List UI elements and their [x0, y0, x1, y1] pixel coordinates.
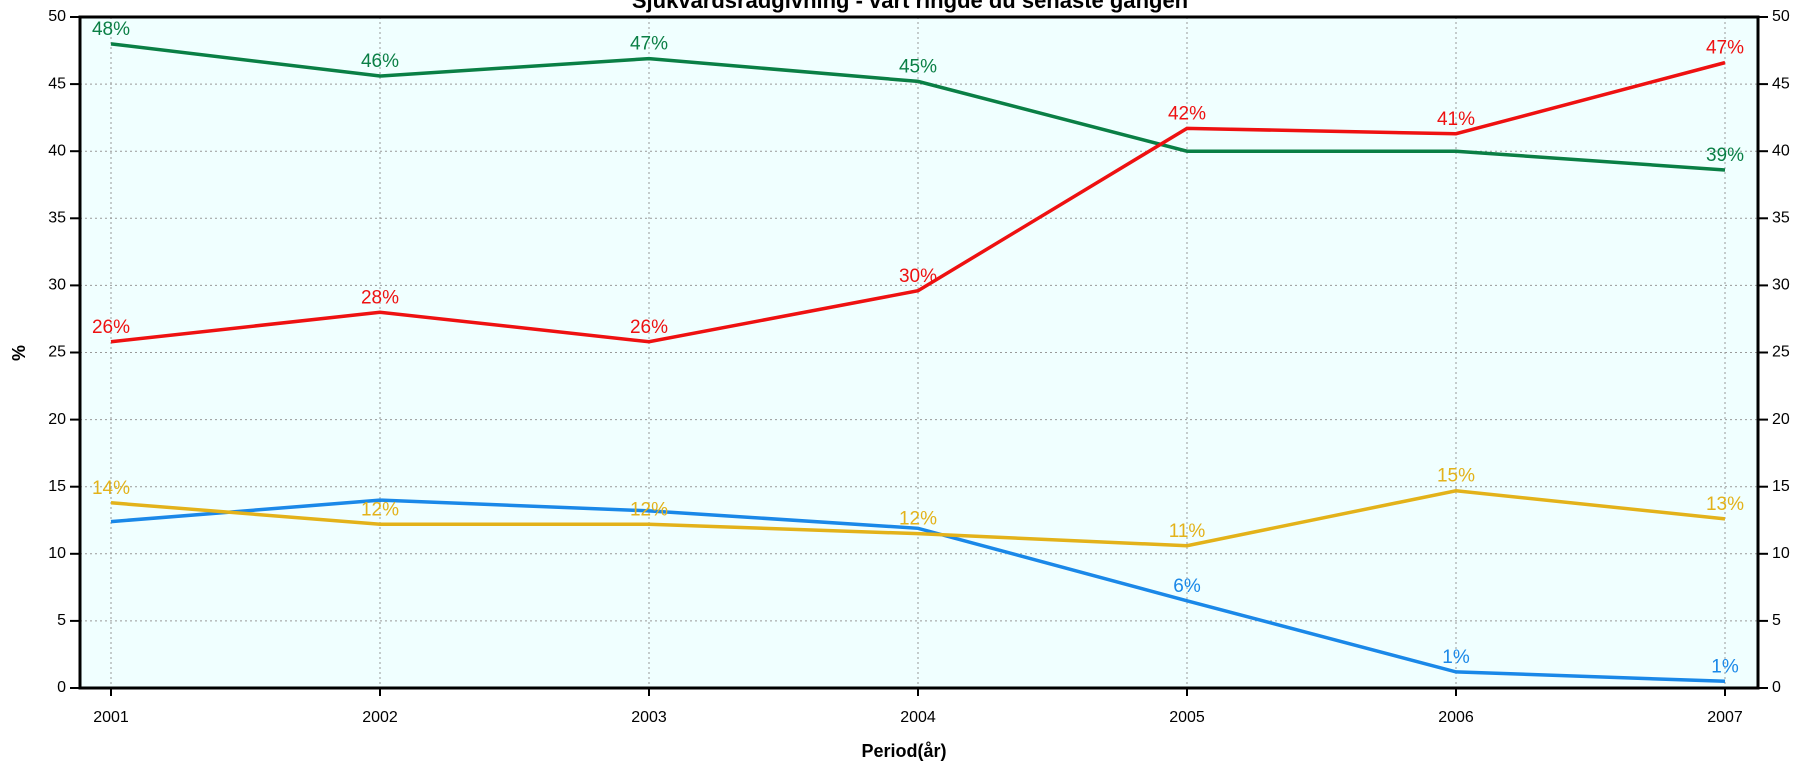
data-label: 41%	[1437, 109, 1475, 130]
x-tick-label: 2002	[362, 709, 398, 726]
data-label: 46%	[361, 51, 399, 72]
data-label: 47%	[630, 34, 668, 55]
data-label: 26%	[630, 317, 668, 338]
data-label: 15%	[1437, 466, 1475, 487]
y-tick-label: 50	[48, 8, 66, 25]
data-label: 11%	[1169, 521, 1206, 542]
y-tick-label: 30	[48, 277, 66, 294]
y-tick-label: 25	[48, 344, 66, 361]
data-label: 28%	[361, 287, 399, 308]
data-label: 48%	[92, 19, 130, 40]
data-label: 47%	[1706, 38, 1744, 59]
y2-tick-label: 20	[1772, 411, 1790, 428]
data-label: 6%	[1173, 576, 1201, 597]
y-tick-label: 20	[48, 411, 66, 428]
x-tick-label: 2007	[1707, 709, 1743, 726]
x-axis-label: Period(år)	[861, 741, 946, 761]
y-tick-label: 15	[48, 478, 66, 495]
x-tick-label: 2003	[631, 709, 667, 726]
y-tick-label: 35	[48, 210, 66, 227]
data-label: 26%	[92, 317, 130, 338]
y2-tick-label: 35	[1772, 210, 1790, 227]
data-label: 12%	[630, 499, 668, 520]
data-label: 13%	[1706, 494, 1744, 515]
y-axis-label: %	[9, 345, 29, 361]
y2-tick-label: 10	[1772, 545, 1790, 562]
x-tick-label: 2006	[1438, 709, 1474, 726]
data-label: 30%	[899, 266, 937, 287]
series-line	[110, 42, 1726, 172]
data-label: 14%	[92, 478, 130, 499]
y2-tick-label: 25	[1772, 344, 1790, 361]
y-tick-label: 5	[57, 612, 66, 629]
y2-tick-label: 5	[1772, 612, 1781, 629]
series-line	[110, 498, 1726, 684]
data-label: 1%	[1442, 647, 1470, 668]
plot-frame	[78, 15, 1760, 690]
data-label: 1%	[1711, 656, 1739, 677]
data-label: 12%	[361, 499, 399, 520]
series-line	[110, 60, 1726, 344]
x-tick-label: 2004	[900, 709, 936, 726]
data-label: 42%	[1168, 103, 1206, 124]
y2-tick-label: 0	[1772, 679, 1781, 696]
y2-tick-label: 15	[1772, 478, 1790, 495]
chart-title: Sjukvårdsrådgivning - vart ringde du sen…	[632, 0, 1188, 13]
y2-tick-label: 45	[1772, 75, 1790, 92]
y-tick-label: 45	[48, 75, 66, 92]
data-label: 45%	[899, 56, 937, 77]
y-tick-label: 0	[57, 679, 66, 696]
y-tick-label: 10	[48, 545, 66, 562]
series-line	[110, 488, 1726, 548]
y2-tick-label: 50	[1772, 8, 1790, 25]
y2-tick-label: 40	[1772, 142, 1790, 159]
x-tick-label: 2001	[93, 709, 129, 726]
data-label: 12%	[899, 509, 937, 530]
y2-tick-label: 30	[1772, 277, 1790, 294]
x-tick-label: 2005	[1169, 709, 1205, 726]
y-tick-label: 40	[48, 142, 66, 159]
data-label: 39%	[1706, 145, 1744, 166]
